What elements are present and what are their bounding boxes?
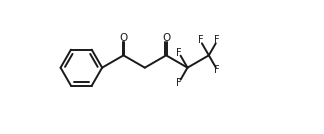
Text: F: F — [176, 78, 182, 88]
Text: F: F — [214, 65, 220, 75]
Text: F: F — [198, 35, 203, 45]
Text: F: F — [214, 35, 220, 45]
Text: F: F — [176, 48, 182, 58]
Text: O: O — [162, 33, 170, 43]
Text: O: O — [119, 33, 128, 43]
